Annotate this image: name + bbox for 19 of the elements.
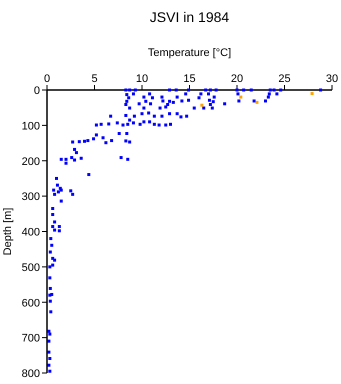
y-tick-label: 500	[22, 262, 40, 274]
x-tick-label: 0	[44, 73, 50, 85]
x-tick-label: 15	[183, 73, 196, 85]
y-tick-label: 400	[22, 226, 40, 238]
y-tick-label: 800	[22, 368, 40, 380]
x-tick-label: 25	[278, 73, 291, 85]
y-tick-label: 200	[22, 156, 40, 168]
x-tick-label: 10	[136, 73, 148, 85]
y-tick-label: 100	[22, 120, 40, 132]
x-tick-label: 5	[91, 73, 98, 85]
y-tick-label: 700	[22, 332, 40, 345]
y-tick-label: 0	[34, 85, 40, 97]
x-axis-title: Temperature [°C]	[148, 47, 232, 59]
y-axis-title: Depth [m]	[2, 208, 14, 256]
y-tick-label: 600	[22, 297, 40, 310]
x-tick-label: 20	[230, 73, 244, 85]
y-tick-label: 300	[22, 191, 40, 204]
x-tick-label: 30	[326, 73, 338, 85]
chart-title: JSVI in 1984	[150, 9, 230, 25]
